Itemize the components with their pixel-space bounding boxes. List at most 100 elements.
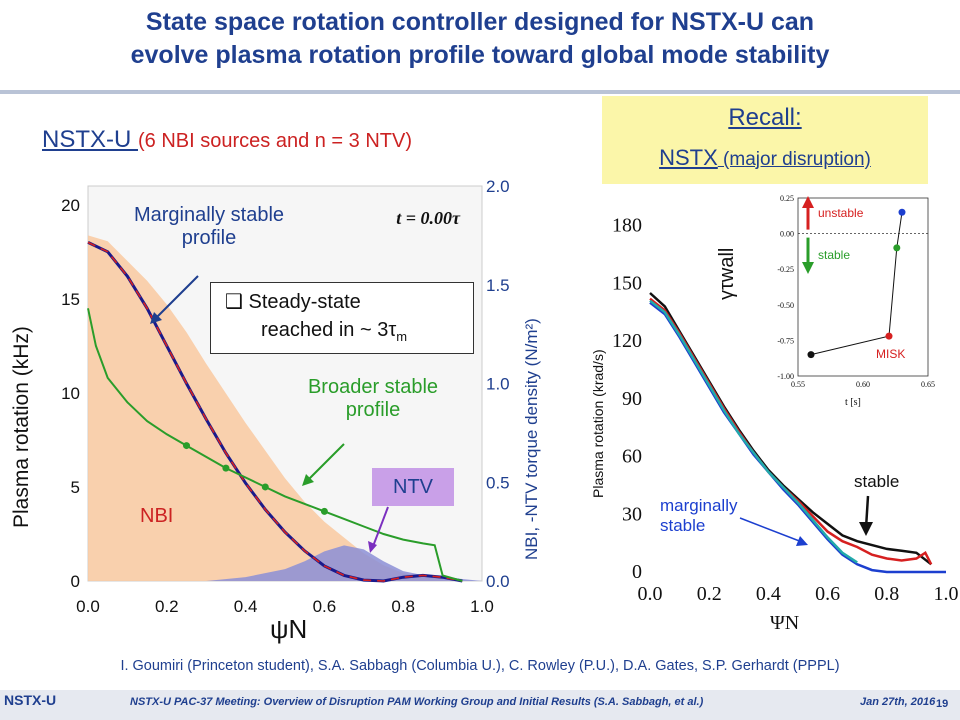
- title-line-2: evolve plasma rotation profile toward gl…: [130, 41, 830, 69]
- title-line-1: State space rotation controller designed…: [145, 8, 815, 36]
- right-ylabel: Plasma rotation (krad/s): [590, 349, 606, 498]
- footer-text: NSTX-U PAC-37 Meeting: Overview of Disru…: [130, 696, 704, 708]
- left-y2tick-label: 0.0: [486, 572, 510, 591]
- right-xtick-label: 1.0: [934, 583, 959, 605]
- inset-point-2: [893, 244, 901, 252]
- inset-unstable: unstable: [818, 206, 864, 220]
- credits: I. Goumiri (Princeton student), S.A. Sab…: [120, 658, 840, 674]
- left-y2tick-label: 2.0: [486, 177, 510, 196]
- inset-unstable-arrow-head: [802, 196, 814, 208]
- broader-marker-1: [222, 464, 230, 472]
- area-ntv: [206, 545, 482, 581]
- right-ytick-label: 150: [612, 272, 642, 294]
- inset-point-3: [898, 208, 906, 216]
- inset-stable: stable: [818, 248, 851, 262]
- recall-box: [602, 96, 928, 184]
- right-xtick-label: 0.6: [815, 583, 840, 605]
- left-ytick-label: 15: [61, 290, 80, 309]
- recall-nstx: NSTX: [659, 145, 718, 170]
- inset-xtick-label: 0.60: [856, 380, 870, 389]
- marginal-arrow-right: [739, 517, 808, 546]
- inset-stable-arrow-head: [802, 262, 814, 274]
- page-number: 19: [936, 698, 949, 710]
- inset-point-1: [885, 332, 893, 340]
- steady-state-box: ❑ Steady-state reached in ~ 3τm: [210, 282, 474, 354]
- steady-line2-text: reached in ~ 3τ: [261, 319, 397, 341]
- left-y2label: NBI, -NTV torque density (N/m²): [522, 318, 541, 560]
- inset-ytick-label: -1.00: [777, 372, 794, 381]
- time-annotation: t = 0.00τ: [396, 208, 461, 228]
- steady-line2: reached in ~ 3τm: [261, 319, 407, 344]
- right-ytick-label: 90: [622, 388, 642, 410]
- slide-title: State space rotation controller designed…: [0, 6, 960, 72]
- left-ytick-label: 5: [71, 478, 80, 497]
- ntv-arrow: [368, 506, 389, 553]
- broader-line1: Broader stable: [307, 376, 439, 398]
- title-divider: [0, 90, 960, 94]
- inset-frame: [797, 197, 929, 377]
- footer-date: Jan 27th, 2016: [860, 696, 936, 708]
- right-marginal-line1: marginally: [660, 496, 738, 515]
- left-xtick-label: 0.0: [76, 597, 100, 616]
- marginal-label: Marginally stable profile: [102, 204, 316, 250]
- right-xtick-label: 0.4: [756, 583, 781, 605]
- inset-xlabel: t [s]: [845, 397, 861, 408]
- subtitle-paren: (6 NBI sources and n = 3 NTV): [138, 130, 413, 152]
- inset-ytick-label: 0.25: [780, 194, 794, 203]
- left-xtick-label: 1.0: [470, 597, 494, 616]
- footer-bar: [0, 690, 960, 720]
- left-xtick-label: 0.2: [155, 597, 179, 616]
- marginal-arrow: [150, 275, 199, 324]
- inset-background: [762, 186, 940, 410]
- inset-ytick-label: 0.00: [780, 230, 794, 239]
- right-xtick-label: 0.8: [874, 583, 899, 605]
- inset-chart: 0.25 0.00 -0.25 -0.50 -0.75 -1.000.55 0.60 0.65: [762, 186, 940, 410]
- right-ytick-label: 120: [612, 330, 642, 352]
- right-marginal-label: marginally stable: [660, 496, 737, 536]
- inset-trajectory: [810, 212, 903, 356]
- left-xlabel: ψN: [270, 614, 308, 644]
- steady-line1: ❑ Steady-state: [225, 291, 361, 313]
- inset-point-0: [807, 351, 815, 359]
- right-chart: 0.0 0.2 0.4 0.6 0.8 1.0 0 30 60 90 120 150 180: [612, 215, 959, 605]
- inset-xtick-label: 0.65: [921, 380, 935, 389]
- left-chart: 0.0 0.2 0.4 0.6 0.8 1.0 0 5 10 15 20 0.0 0.5 1.0 1.5 2.…: [61, 177, 510, 616]
- inset-misk: MISK: [876, 347, 906, 361]
- right-xlabel: ΨN: [770, 612, 800, 634]
- left-xtick-label: 0.4: [234, 597, 258, 616]
- inset-ytick-label: -0.25: [777, 265, 794, 274]
- broader-marker-0: [183, 442, 190, 450]
- nbi-label: NBI: [140, 505, 174, 527]
- right-series-line-3: [649, 299, 858, 564]
- gamma-label: γτwall: [716, 247, 738, 300]
- recall-paren: (major disruption): [717, 149, 871, 170]
- inset-ytick-label: -0.50: [777, 301, 794, 310]
- steady-line2-sub: m: [396, 329, 408, 344]
- marginal-label-line1: Marginally stable: [133, 204, 285, 226]
- subtitle-main: NSTX-U: [42, 126, 138, 153]
- recall-title: Recall:: [728, 104, 802, 131]
- stable-arrow: [859, 495, 873, 536]
- left-xtick-label: 0.6: [313, 597, 337, 616]
- left-y2tick-label: 1.5: [486, 276, 510, 295]
- marginal-profile-dash: [87, 241, 463, 582]
- broader-label: Broader stable profile: [278, 376, 468, 422]
- left-xtick-label: 0.8: [391, 597, 415, 616]
- broader-marker-2: [261, 483, 269, 491]
- recall-subtitle: NSTX (major disruption): [602, 145, 928, 171]
- broader-profile-line: [87, 308, 463, 582]
- broader-marker-3: [320, 507, 328, 515]
- left-y2tick-label: 1.0: [486, 375, 510, 394]
- right-ytick-label: 30: [622, 503, 642, 525]
- left-ytick-label: 0: [71, 572, 80, 591]
- area-nbi: [88, 235, 482, 581]
- left-subtitle: NSTX-U (6 NBI sources and n = 3 NTV): [42, 126, 412, 154]
- left-ytick-label: 10: [61, 384, 80, 403]
- left-ytick-label: 20: [61, 196, 80, 215]
- broader-line2: profile: [345, 399, 401, 421]
- inset-ytick-label: -0.75: [777, 336, 794, 345]
- ntv-label: NTV: [372, 468, 454, 506]
- right-xtick-label: 0.2: [697, 583, 722, 605]
- broader-arrow: [302, 443, 345, 486]
- right-ytick-label: 60: [622, 446, 642, 468]
